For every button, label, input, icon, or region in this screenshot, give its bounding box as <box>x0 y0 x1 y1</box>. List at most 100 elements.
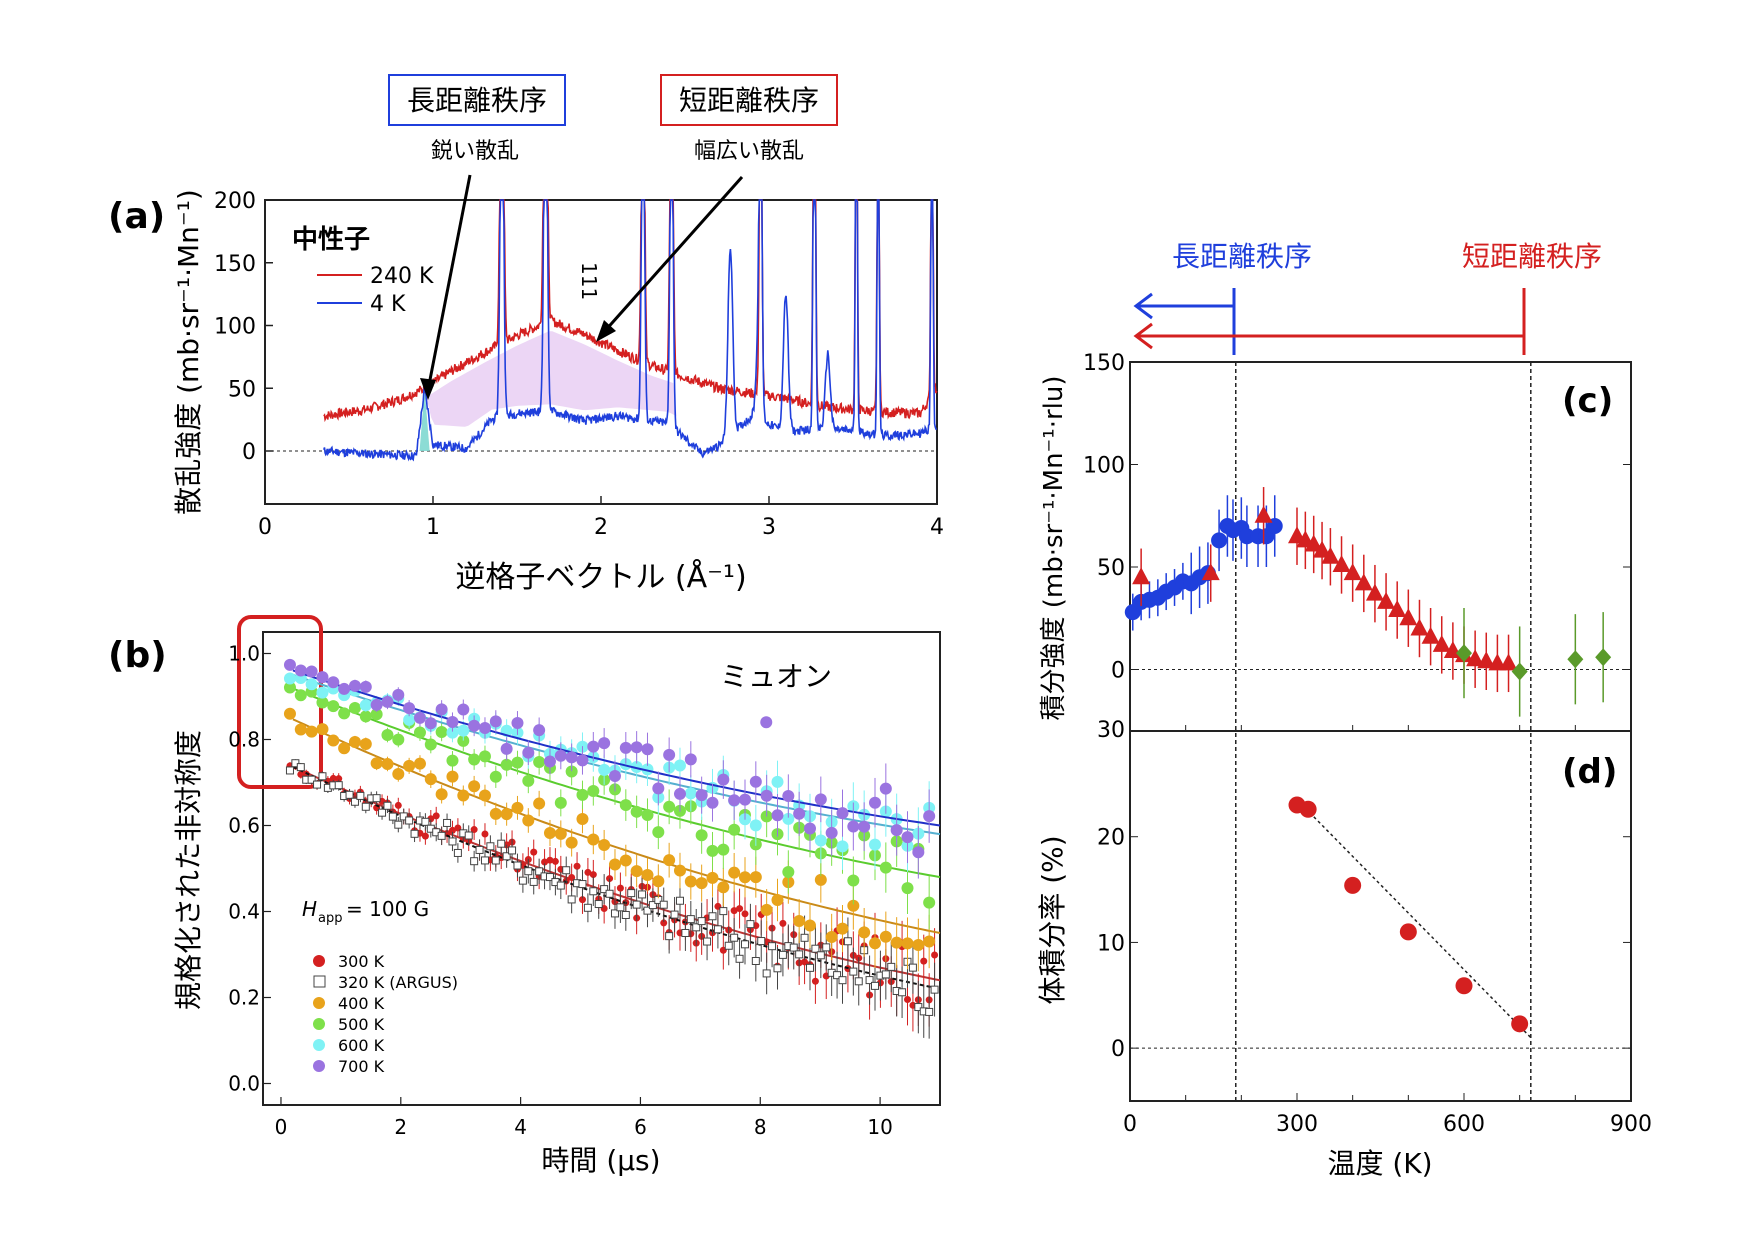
data-point-700k <box>717 773 730 786</box>
data-point-300k <box>589 871 597 879</box>
data-point-320k <box>795 950 804 959</box>
data-point-320k <box>816 951 825 960</box>
data-point-320k <box>480 856 489 865</box>
panel-c-point-diamond <box>1456 644 1472 663</box>
panel-d-ytick-label: 20 <box>1097 826 1125 851</box>
data-point-400k <box>673 864 686 877</box>
data-point-320k <box>334 781 343 790</box>
long-range-note: 鋭い散乱 <box>431 139 519 164</box>
data-point-320k <box>627 889 636 898</box>
short-range-box-text: 短距離秩序 <box>679 84 819 117</box>
data-point-400k <box>847 899 860 912</box>
panel-a-xtick-label: 3 <box>762 515 776 540</box>
data-point-320k <box>350 797 359 806</box>
data-point-700k <box>598 737 611 750</box>
data-point-320k <box>318 772 327 781</box>
data-point-320k <box>475 845 484 854</box>
data-point-320k <box>562 866 571 875</box>
data-point-300k <box>335 775 343 783</box>
data-point-320k <box>583 903 592 912</box>
data-point-400k <box>652 875 665 888</box>
panel-a-xtick-label: 1 <box>426 515 440 540</box>
panel-c-point-triangle <box>1399 608 1418 626</box>
panel-c-point-triangle <box>1466 649 1485 667</box>
short-range-scattering-shade <box>424 331 677 427</box>
data-point-300k <box>481 830 489 838</box>
data-point-500k <box>901 882 914 895</box>
data-point-320k <box>405 816 414 825</box>
legend-label: 320 K (ARGUS) <box>338 973 458 992</box>
data-point-320k <box>648 901 657 910</box>
data-point-700k <box>684 753 697 766</box>
data-point-320k <box>594 900 603 909</box>
panel-c-ytick-label: 0 <box>1111 659 1125 684</box>
data-point-500k <box>348 702 361 715</box>
data-point-500k <box>468 753 481 766</box>
data-point-400k <box>348 735 361 748</box>
panel-c-point-circle <box>1211 532 1228 549</box>
data-point-320k <box>762 969 771 978</box>
panel-b-ytick-label: 0.6 <box>228 814 260 838</box>
data-point-320k <box>556 881 565 890</box>
data-point-300k <box>741 910 749 918</box>
fit-line-5 <box>292 669 941 827</box>
data-point-400k <box>793 915 806 928</box>
panel-d-xtick-label: 600 <box>1443 1112 1485 1137</box>
data-point-400k <box>446 770 459 783</box>
data-point-320k <box>443 818 452 827</box>
data-point-700k <box>836 807 849 820</box>
data-point-700k <box>543 755 556 768</box>
data-point-300k <box>660 919 668 927</box>
legend-4k-label: 4 K <box>370 292 406 317</box>
data-point-400k <box>370 757 383 770</box>
data-point-500k <box>457 734 470 747</box>
data-point-320k <box>378 808 387 817</box>
panel-b-ylabel: 規格化された非対称度 <box>172 730 205 1010</box>
annotation-long-range: 長距離秩序 鋭い散乱 <box>388 74 566 400</box>
data-point-320k <box>925 1007 934 1016</box>
panel-b-xtick-label: 10 <box>867 1115 892 1139</box>
data-point-500k <box>435 726 448 739</box>
data-point-300k <box>470 826 478 834</box>
data-point-700k <box>327 676 340 689</box>
data-point-320k <box>692 923 701 932</box>
data-point-400k <box>554 827 567 840</box>
panel-d-plot: 0 300 600 900 0 10 20 <box>1097 796 1652 1137</box>
data-point-400k <box>890 936 903 949</box>
data-point-300k <box>616 884 624 892</box>
data-point-600k <box>673 759 686 772</box>
legend-label: 300 K <box>338 952 385 971</box>
data-point-320k <box>491 856 500 865</box>
data-point-400k <box>803 919 816 932</box>
panel-d-point <box>1299 800 1317 818</box>
data-point-320k <box>535 867 544 876</box>
data-point-400k <box>283 707 296 720</box>
data-point-500k <box>446 754 459 767</box>
data-point-320k <box>730 933 739 942</box>
panel-c-point-triangle <box>1313 540 1332 558</box>
data-point-300k <box>584 868 592 876</box>
data-point-600k <box>684 787 697 800</box>
data-point-400k <box>598 838 611 851</box>
data-point-320k <box>778 950 787 959</box>
data-point-320k <box>908 963 917 972</box>
panel-c-point-triangle <box>1254 505 1273 523</box>
data-point-400k <box>327 734 340 747</box>
data-point-700k <box>912 846 925 859</box>
data-point-500k <box>359 710 372 723</box>
legend-label: 700 K <box>338 1057 385 1076</box>
order-range-arrows: 長距離秩序 短距離秩序 <box>1133 240 1602 355</box>
data-point-500k <box>500 758 513 771</box>
data-point-700k <box>901 831 914 844</box>
data-point-320k <box>464 831 473 840</box>
long-range-arrow <box>426 174 472 391</box>
data-point-320k <box>746 920 755 929</box>
panel-b-xtick-label: 4 <box>514 1115 527 1139</box>
data-point-400k <box>684 875 697 888</box>
panel-d-xtick-label: 0 <box>1123 1112 1137 1137</box>
data-point-320k <box>757 937 766 946</box>
legend-marker <box>313 1039 325 1051</box>
data-point-600k <box>749 819 762 832</box>
data-point-300k <box>432 812 440 820</box>
data-point-700k <box>522 746 535 759</box>
